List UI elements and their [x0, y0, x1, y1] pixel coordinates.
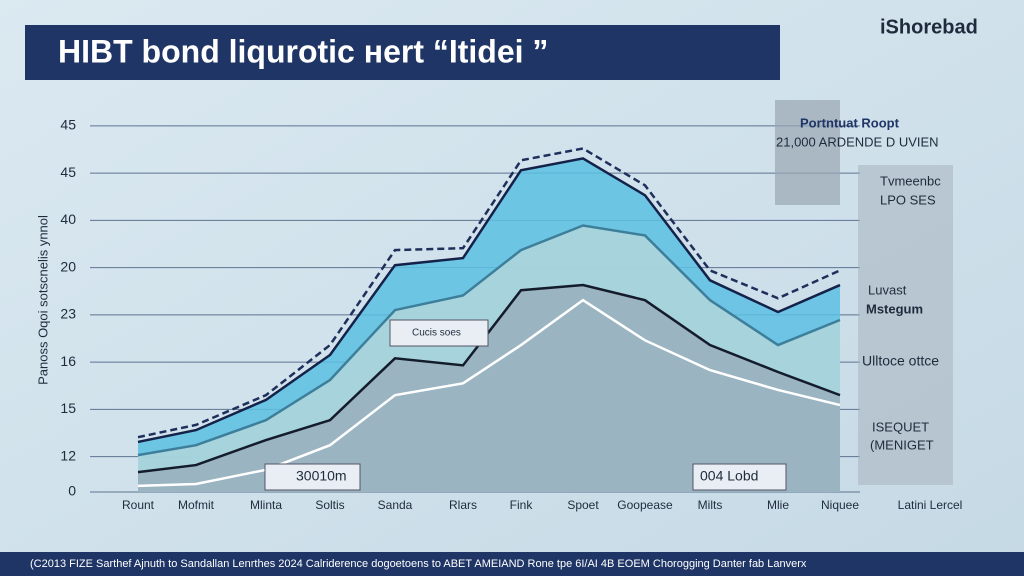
- footer-bar: [0, 552, 1024, 576]
- x-tick-label: Mlie: [767, 498, 789, 512]
- x-tick-label: Rount: [122, 498, 155, 512]
- panel-label: Luvast: [868, 282, 907, 297]
- x-tick-label: Mlinta: [250, 498, 282, 512]
- line: [137, 283, 841, 474]
- panel-box: [775, 100, 840, 205]
- x-tick-label: Rlars: [449, 498, 477, 512]
- annotation: 004 Lobd: [700, 468, 758, 484]
- brand: iShorebad: [880, 16, 978, 38]
- y-tick-label: 15: [60, 400, 76, 416]
- y-tick-label: 40: [60, 211, 76, 227]
- y-tick-label: 12: [60, 447, 76, 463]
- panel-label: LPO SES: [880, 192, 936, 207]
- x-tick-label: Soltis: [315, 498, 344, 512]
- x-tick-label: Niquee: [821, 498, 859, 512]
- panel-label: Tvmeenbc: [880, 173, 941, 188]
- y-tick-label: 45: [60, 117, 76, 133]
- annotation: Cucis soes: [412, 328, 461, 339]
- x-tick-label: Fink: [510, 498, 534, 512]
- annotation-box: [389, 319, 489, 347]
- y-tick-label: 20: [60, 258, 76, 274]
- x-tick-label: Spoet: [567, 498, 599, 512]
- panel-label: Ulltoce ottce: [862, 353, 939, 369]
- area: [138, 285, 840, 492]
- line: [137, 147, 841, 439]
- line: [137, 298, 841, 488]
- x-tick-label: Latini Lercel: [898, 498, 963, 512]
- panel-label: 21,000 ARDENDE D UVIEN: [776, 134, 939, 149]
- panel-label: ISEQUET: [872, 419, 929, 434]
- y-tick-label: 45: [60, 164, 76, 180]
- line: [137, 157, 841, 444]
- panel-label: (MENIGET: [870, 437, 934, 452]
- x-tick-label: Goopease: [617, 498, 673, 512]
- x-tick-label: Milts: [698, 498, 723, 512]
- annotation-box: [692, 463, 787, 491]
- line: [137, 224, 841, 457]
- annotation-box: [264, 463, 361, 491]
- x-tick-label: Mofmit: [178, 498, 215, 512]
- y-tick-label: 16: [60, 353, 76, 369]
- y-tick-label: 0: [68, 483, 76, 499]
- chart-title: HIBT bond liqurotic нert “Itidei ”: [58, 33, 548, 69]
- annotation: 30010m: [296, 468, 347, 484]
- panel-label: Mstegum: [866, 301, 923, 316]
- panel-label: Portntuat Roopt: [800, 115, 900, 130]
- plot: 0 12 15 16 23 20 40 45 45 Rount Mofmit Mlinta Soltis…: [60, 117, 962, 513]
- y-axis-label: Panoss Oqoi sotscnelis ynnol: [35, 215, 50, 385]
- title-banner: [25, 25, 780, 80]
- y-tick-label: 23: [60, 306, 76, 322]
- x-tick-label: Sanda: [378, 498, 413, 512]
- footer: (C2013 FIZE Sarthef Ajnuth to Sandallan …: [30, 558, 807, 570]
- panel-box: [858, 165, 953, 485]
